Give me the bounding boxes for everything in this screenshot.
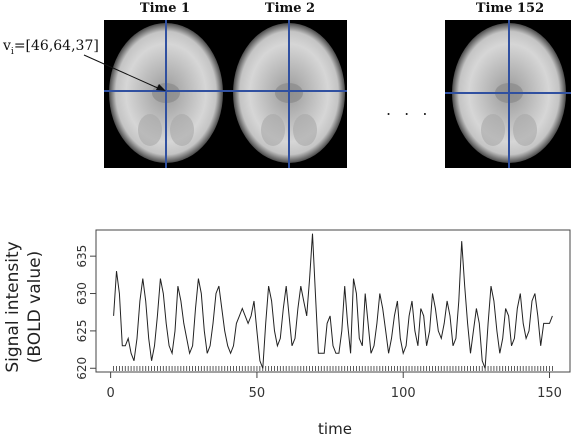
x-tick-label: 50 (249, 386, 266, 401)
y-tick-label: 630 (75, 282, 89, 305)
ellipsis: . . . (386, 100, 432, 119)
x-axis-label: time (318, 420, 352, 437)
voxel-letter: v (3, 38, 11, 54)
y-tick-label: 635 (75, 245, 89, 268)
time-label-2: Time 2 (264, 1, 316, 16)
y-tick-label: 620 (75, 357, 89, 380)
plot-frame (95, 229, 571, 373)
voxel-arrow (83, 54, 166, 91)
voxel-subscript: i (10, 46, 14, 57)
brain-slices (83, 20, 571, 168)
brain-slice-1 (104, 20, 229, 168)
y-tick-label: 625 (75, 319, 89, 342)
rug-ticks (113, 366, 553, 371)
time-label-1: Time 1 (139, 1, 191, 16)
voxel-label: vi=[46,64,37] (3, 38, 99, 57)
x-tick-label: 150 (537, 386, 562, 401)
brain-slice-2 (229, 20, 347, 168)
x-tick-label: 100 (391, 386, 416, 401)
y-axis-label-line-1: Signal intensity (3, 241, 23, 372)
time-label-152: Time 152 (475, 1, 545, 16)
series-group (113, 233, 553, 369)
y-axis-ticks: 620 625 630 635 (75, 245, 96, 380)
brain-slice-152 (445, 20, 571, 168)
x-tick-label: 0 (106, 386, 114, 401)
series-line (113, 233, 553, 369)
voxel-coordinates: =[46,64,37] (13, 38, 99, 54)
x-axis-ticks: 0 50 100 150 (106, 372, 562, 401)
y-axis-label-line-2: (BOLD value) (25, 251, 45, 363)
